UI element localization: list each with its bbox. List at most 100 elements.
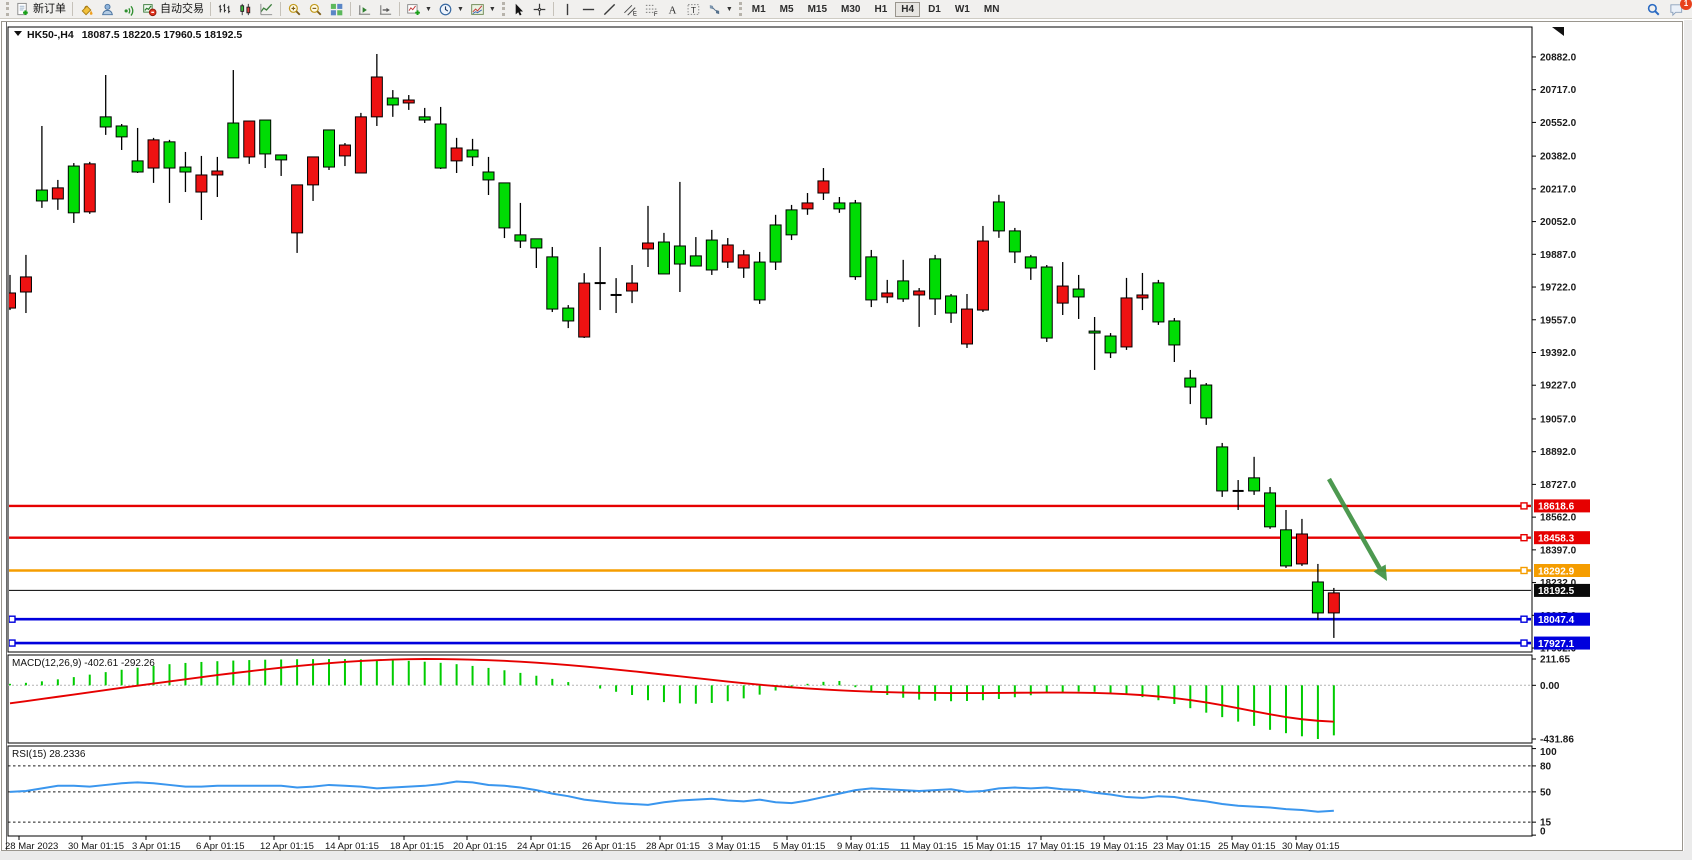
autoscroll-marker-icon[interactable] xyxy=(1552,27,1564,36)
dropdown-caret-icon[interactable]: ▼ xyxy=(425,5,432,13)
trend-arrow-head[interactable] xyxy=(1373,564,1387,581)
zoom-out-icon xyxy=(309,3,322,15)
signal-icon xyxy=(124,5,134,16)
price-axis-tick-label: 19722.0 xyxy=(1540,283,1577,294)
timeframe-button-D1[interactable]: D1 xyxy=(928,3,941,15)
hline-handle[interactable] xyxy=(9,639,16,647)
candle-bullish xyxy=(275,154,288,161)
price-flag xyxy=(1534,583,1590,597)
candle-bullish xyxy=(1248,477,1261,492)
timeframe-button-W1[interactable]: W1 xyxy=(954,3,970,15)
toolbar-button-labelT[interactable]: T xyxy=(683,0,704,19)
price-flag-label: 18047.4 xyxy=(1538,615,1575,626)
price-axis-tick-label: 20882.0 xyxy=(1540,52,1577,63)
candle-bullish xyxy=(1088,330,1101,334)
candle-bullish xyxy=(514,234,527,242)
toolbar-button-linechart[interactable] xyxy=(256,0,277,19)
dropdown-caret-icon[interactable]: ▼ xyxy=(488,5,496,13)
toolbar-separator xyxy=(210,2,211,16)
candle-bearish xyxy=(721,244,734,263)
toolbar-button-clock[interactable]: ▼ xyxy=(435,0,467,19)
timeframe-button-M15[interactable]: M15 xyxy=(807,3,828,15)
candle-bullish xyxy=(945,295,958,314)
vline-icon xyxy=(566,3,569,15)
toolbar-button-channel[interactable]: E xyxy=(620,0,641,19)
dropdown-caret-icon[interactable]: ▼ xyxy=(725,5,733,13)
time-axis-label: 14 Apr 01:15 xyxy=(325,841,379,852)
toolbar-grip[interactable] xyxy=(501,2,505,16)
toolbar-button-vline[interactable] xyxy=(557,0,578,19)
candle-bullish xyxy=(434,123,447,169)
timeframe-button-M1[interactable]: M1 xyxy=(751,3,766,15)
price-flag-label: 18292.9 xyxy=(1538,566,1575,577)
timeframe-button-M5[interactable]: M5 xyxy=(779,3,794,15)
price-flag-label: 18192.5 xyxy=(1538,586,1575,597)
chart-collapse-icon[interactable] xyxy=(14,31,22,36)
toolbar-button-candles[interactable] xyxy=(235,0,256,19)
toolbar-separator xyxy=(72,2,73,16)
toolbar-grip[interactable] xyxy=(6,2,9,16)
candle-bearish xyxy=(354,116,367,174)
rsi-panel[interactable] xyxy=(7,745,1533,837)
candle-bullish xyxy=(115,125,128,138)
timeframe-button-H1[interactable]: H1 xyxy=(874,3,888,15)
trend-arrow-shaft[interactable] xyxy=(1327,477,1382,570)
hline-handle[interactable] xyxy=(1520,615,1528,623)
toolbar-button-ind-plus[interactable]: ▼ xyxy=(403,0,435,19)
price-axis-tick-label: 18892.0 xyxy=(1540,447,1577,458)
candle-bearish xyxy=(961,308,973,345)
toolbar-button-tiles[interactable] xyxy=(326,0,347,19)
candle-bearish xyxy=(19,276,32,293)
candle-bullish xyxy=(1008,230,1021,253)
toolbar-button-doc-plus[interactable]: 新订单 xyxy=(12,0,69,19)
template-icon xyxy=(471,3,484,15)
toolbar-button-cursor[interactable] xyxy=(508,0,529,19)
dropdown-caret-icon[interactable]: ▼ xyxy=(456,5,464,13)
candle-bearish xyxy=(195,174,208,193)
toolbar-button-chat[interactable]: 1 xyxy=(1666,0,1692,19)
hline-handle[interactable] xyxy=(1520,566,1528,575)
hline-handle[interactable] xyxy=(9,615,16,623)
chart-canvas[interactable]: 20882.0 20717.0 20552.0 20382.0 20217.0 20052… xyxy=(0,20,1692,860)
timeframe-button-MN[interactable]: MN xyxy=(983,3,1000,15)
candle-bearish xyxy=(211,170,224,176)
toolbar-button-bars[interactable] xyxy=(214,0,235,19)
candle-bullish xyxy=(657,241,670,275)
toolbar-button-shapes[interactable]: ▼ xyxy=(704,0,736,19)
candle-bullish xyxy=(785,209,798,236)
toolbar-button-shift-auto[interactable] xyxy=(375,0,396,19)
toolbar-grip[interactable] xyxy=(738,2,742,16)
toolbar-button-textA[interactable]: A xyxy=(662,0,683,19)
timeframe-button-M30[interactable]: M30 xyxy=(841,3,861,15)
candle-bearish xyxy=(737,254,750,269)
toolbar-button-template[interactable]: ▼ xyxy=(467,0,499,19)
doc-plus-icon xyxy=(17,2,28,15)
toolbar-button-hline[interactable] xyxy=(578,0,599,19)
hline-handle[interactable] xyxy=(1520,502,1528,510)
toolbar-button-crosshair[interactable] xyxy=(529,0,550,19)
candle-bearish xyxy=(1136,294,1149,299)
toolbar-button-tline[interactable] xyxy=(599,0,620,19)
toolbar-button-autotrade[interactable]: 自动交易 xyxy=(139,0,207,19)
toolbar-button-zoom-in[interactable] xyxy=(284,0,305,19)
candle-bearish xyxy=(626,282,639,292)
toolbar-button-shift-end[interactable] xyxy=(354,0,375,19)
hline-handle[interactable] xyxy=(1520,639,1528,647)
candle-bullish xyxy=(1200,384,1213,419)
toolbar-button-zoom-out[interactable] xyxy=(305,0,326,19)
rsi-axis-label: 50 xyxy=(1540,787,1552,798)
toolbar-button-search[interactable] xyxy=(1643,0,1664,19)
toolbar-button-bucket[interactable] xyxy=(76,0,97,19)
tline-icon xyxy=(603,3,615,15)
toolbar-button-signal[interactable] xyxy=(118,0,139,19)
time-axis-label: 9 May 01:15 xyxy=(837,841,889,852)
timeframe-button-H4[interactable]: H4 xyxy=(895,1,921,17)
toolbar-button-profile[interactable] xyxy=(97,0,118,19)
toolbar-button-fibo[interactable]: F xyxy=(641,0,662,19)
macd-label: MACD(12,26,9) -402.61 -292.26 xyxy=(12,658,155,669)
hline-handle[interactable] xyxy=(1520,533,1528,542)
price-axis-tick-label: 19392.0 xyxy=(1540,348,1577,359)
time-axis-label: 30 May 01:15 xyxy=(1282,841,1340,852)
macd-panel[interactable] xyxy=(7,654,1533,744)
svg-text:A: A xyxy=(668,4,676,16)
